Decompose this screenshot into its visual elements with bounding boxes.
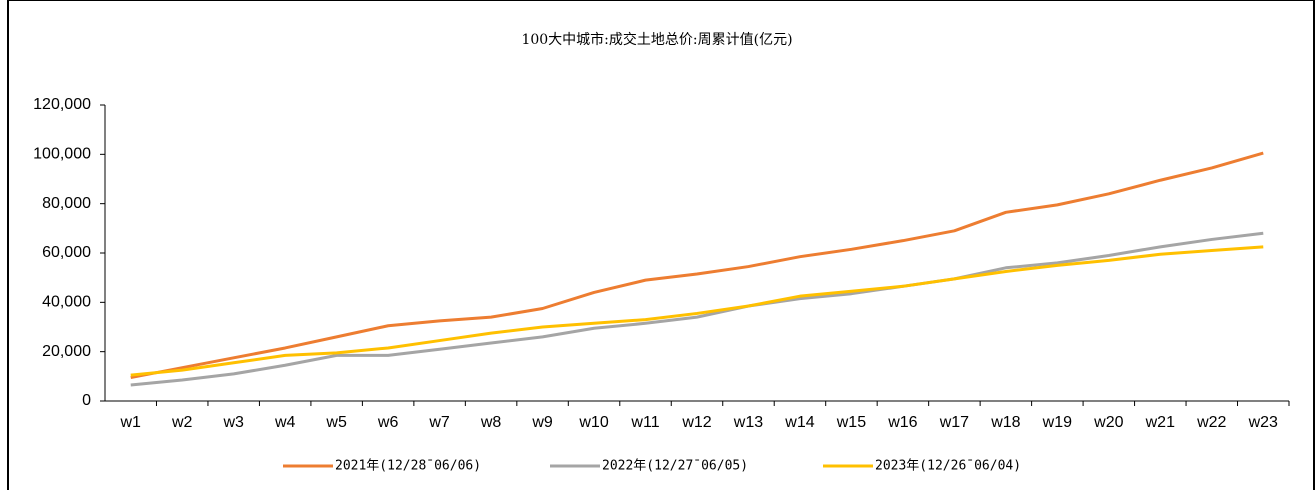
frame bbox=[7, 0, 1315, 490]
series-line bbox=[130, 245, 1264, 377]
x-tick-label: w12 bbox=[681, 414, 711, 431]
x-tick-label: w10 bbox=[578, 414, 608, 431]
series-line bbox=[130, 231, 1264, 387]
x-tick-label: w13 bbox=[733, 414, 763, 431]
legend-label: 2021年(12/28¯06/06) bbox=[335, 459, 481, 474]
x-tick-label: w5 bbox=[325, 414, 347, 431]
x-tick-label: w18 bbox=[990, 414, 1020, 431]
x-tick-label: w11 bbox=[630, 414, 659, 431]
x-tick-label: w15 bbox=[836, 414, 866, 431]
x-tick-label: w1 bbox=[120, 414, 142, 431]
x-tick-label: w2 bbox=[171, 414, 193, 431]
x-tick-label: w21 bbox=[1145, 414, 1175, 431]
y-tick-label: 80,000 bbox=[42, 195, 91, 212]
x-tick-label: w23 bbox=[1248, 414, 1278, 431]
x-tick-label: w3 bbox=[222, 414, 244, 431]
x-tick-label: w16 bbox=[887, 414, 917, 431]
x-tick-label: w20 bbox=[1093, 414, 1123, 431]
y-tick-label: 120,000 bbox=[33, 96, 91, 113]
y-tick-label: 20,000 bbox=[42, 343, 91, 360]
chart-title: 100大中城市:成交土地总价:周累计值(亿元) bbox=[521, 31, 792, 48]
x-tick-label: w8 bbox=[480, 414, 502, 431]
legend-label: 2023年(12/26¯06/04) bbox=[875, 459, 1021, 474]
y-tick-label: 0 bbox=[82, 392, 91, 409]
y-tick-label: 60,000 bbox=[42, 244, 91, 261]
y-tick-label: 100,000 bbox=[33, 146, 91, 163]
x-tick-label: w22 bbox=[1196, 414, 1226, 431]
x-tick-label: w7 bbox=[428, 414, 450, 431]
legend-label: 2022年(12/27¯06/05) bbox=[602, 459, 748, 474]
x-tick-label: w9 bbox=[531, 414, 553, 431]
x-tick-label: w6 bbox=[377, 414, 399, 431]
x-tick-label: w19 bbox=[1042, 414, 1072, 431]
x-tick-label: w14 bbox=[784, 414, 814, 431]
series-line bbox=[130, 151, 1264, 380]
x-tick-label: w17 bbox=[939, 414, 969, 431]
y-tick-label: 40,000 bbox=[42, 294, 91, 311]
x-tick-label: w4 bbox=[274, 414, 296, 431]
